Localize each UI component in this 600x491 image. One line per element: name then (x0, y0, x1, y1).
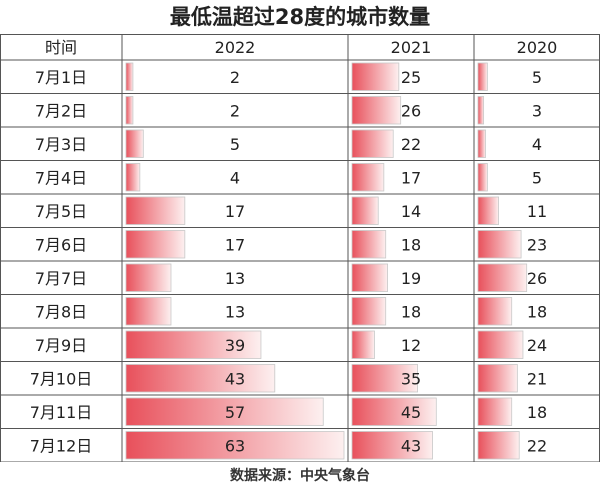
header-time: 时间 (45, 38, 77, 57)
data-label: 22 (527, 436, 547, 455)
data-label: 22 (401, 135, 421, 154)
bar (125, 364, 276, 393)
data-label: 2 (230, 101, 240, 120)
bar (351, 297, 387, 326)
data-label: 18 (401, 235, 421, 254)
data-label: 5 (230, 135, 240, 154)
row-label: 7月11日 (30, 403, 93, 422)
data-label: 17 (225, 235, 245, 254)
bar (351, 263, 388, 292)
bar (125, 196, 186, 225)
chart-title: 最低温超过28度的城市数量 (169, 5, 431, 29)
bar (477, 431, 520, 460)
bar (125, 330, 262, 359)
bar (477, 163, 488, 192)
bar (125, 163, 141, 192)
row-label: 7月6日 (35, 235, 87, 254)
source-note: 数据来源：中央气象台 (230, 468, 370, 484)
data-label: 35 (401, 369, 421, 388)
bar (477, 297, 513, 326)
row-label: 7月8日 (35, 302, 87, 321)
bar (351, 62, 400, 91)
bar (351, 330, 375, 359)
bar (125, 263, 172, 292)
data-label: 18 (527, 302, 547, 321)
bar (125, 230, 186, 259)
bar (351, 129, 394, 158)
data-label: 17 (401, 168, 421, 187)
row-label: 7月3日 (35, 135, 87, 154)
header-year-2022: 2022 (215, 38, 256, 57)
row-label: 7月12日 (30, 436, 93, 455)
data-label: 43 (225, 369, 245, 388)
bar (125, 297, 172, 326)
bar (477, 129, 486, 158)
data-label: 45 (401, 403, 421, 422)
row-label: 7月2日 (35, 101, 87, 120)
bar (477, 330, 524, 359)
data-label: 18 (401, 302, 421, 321)
bar (477, 62, 488, 91)
data-label: 23 (527, 235, 547, 254)
data-label: 43 (401, 436, 421, 455)
header-year-2020: 2020 (517, 38, 558, 57)
bar (477, 196, 500, 225)
row-label: 7月5日 (35, 202, 87, 221)
data-label: 57 (225, 403, 245, 422)
bar (125, 62, 134, 91)
data-label: 13 (225, 269, 245, 288)
data-label: 26 (401, 101, 421, 120)
data-label: 13 (225, 302, 245, 321)
row-label: 7月10日 (30, 369, 93, 388)
row-label: 7月1日 (35, 68, 87, 87)
data-label: 14 (401, 202, 421, 221)
data-label: 4 (230, 168, 240, 187)
data-label: 4 (532, 135, 542, 154)
bar (351, 397, 437, 426)
bar (351, 196, 379, 225)
data-label: 5 (532, 68, 542, 87)
bar (351, 230, 387, 259)
data-label: 26 (527, 269, 547, 288)
data-label: 11 (527, 202, 547, 221)
bar (125, 96, 134, 125)
row-label: 7月7日 (35, 269, 87, 288)
data-label: 3 (532, 101, 542, 120)
bar (477, 263, 528, 292)
bar (351, 431, 433, 460)
bar (125, 129, 144, 158)
data-label: 24 (527, 336, 547, 355)
bar (351, 96, 402, 125)
bar (477, 96, 485, 125)
data-label: 17 (225, 202, 245, 221)
bar (125, 397, 324, 426)
data-label: 5 (532, 168, 542, 187)
bar (351, 163, 385, 192)
data-label: 2 (230, 68, 240, 87)
data-label: 19 (401, 269, 421, 288)
data-label: 21 (527, 369, 547, 388)
bar (351, 364, 418, 393)
data-label: 39 (225, 336, 245, 355)
bar (477, 230, 522, 259)
data-label: 12 (401, 336, 421, 355)
bar (477, 397, 513, 426)
header-year-2021: 2021 (391, 38, 432, 57)
bar (125, 431, 345, 460)
row-label: 7月9日 (35, 336, 87, 355)
row-label: 7月4日 (35, 168, 87, 187)
data-label: 18 (527, 403, 547, 422)
data-label: 25 (401, 68, 421, 87)
bar (477, 364, 518, 393)
data-label: 63 (225, 436, 245, 455)
